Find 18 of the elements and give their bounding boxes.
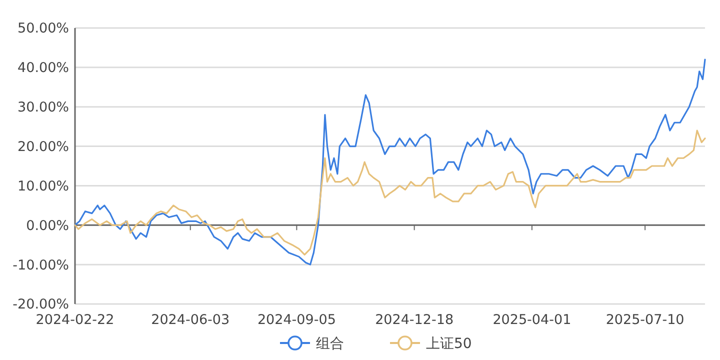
- y-tick-label: 10.00%: [18, 178, 70, 194]
- y-tick-label: 50.00%: [18, 20, 70, 37]
- y-tick-label: 40.00%: [18, 60, 70, 76]
- legend-label: 上证50: [426, 336, 472, 352]
- x-tick-label: 2025-04-01: [492, 312, 572, 328]
- y-tick-label: 20.00%: [18, 139, 70, 156]
- line-series: [74, 130, 706, 256]
- line-series: [74, 58, 706, 266]
- x-tick-label: 2025-07-10: [606, 312, 684, 328]
- legend-label: 组合: [316, 336, 344, 352]
- y-tick-label: 30.00%: [18, 100, 70, 116]
- x-tick-label: 2024-12-18: [375, 312, 454, 328]
- y-tick-label: 0.00%: [26, 218, 70, 234]
- x-tick-label: 2024-09-05: [257, 312, 336, 328]
- x-tick-label: 2024-02-22: [36, 312, 114, 328]
- y-tick-label: -20.00%: [12, 296, 70, 313]
- y-tick-label: -10.00%: [12, 257, 70, 274]
- x-tick-label: 2024-06-03: [151, 312, 230, 328]
